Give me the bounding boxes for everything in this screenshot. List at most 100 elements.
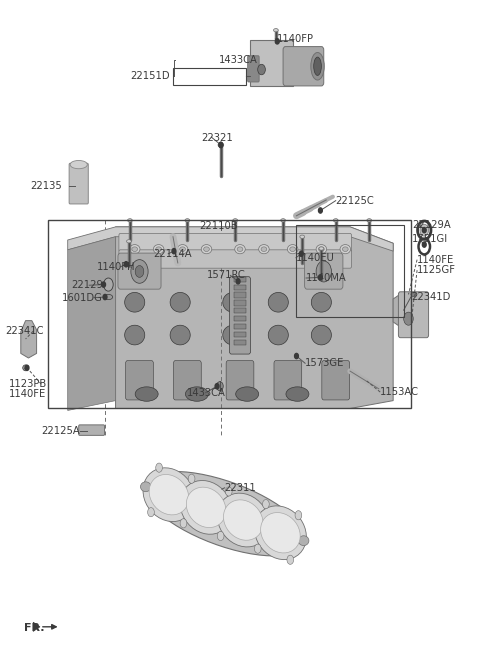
- Text: 1433CA: 1433CA: [187, 388, 226, 397]
- Text: 22129A: 22129A: [412, 220, 451, 230]
- Circle shape: [316, 261, 331, 282]
- FancyBboxPatch shape: [126, 361, 154, 400]
- Circle shape: [226, 487, 232, 496]
- Text: 1140FP: 1140FP: [277, 34, 314, 44]
- Circle shape: [217, 532, 224, 541]
- Ellipse shape: [312, 325, 331, 345]
- Ellipse shape: [127, 240, 132, 243]
- Circle shape: [148, 508, 155, 517]
- Circle shape: [219, 143, 223, 148]
- FancyBboxPatch shape: [226, 361, 254, 400]
- Text: 1601DG: 1601DG: [62, 292, 103, 303]
- Ellipse shape: [286, 387, 309, 401]
- Text: 22151D: 22151D: [130, 71, 169, 81]
- Text: 22135: 22135: [30, 181, 62, 191]
- Circle shape: [131, 260, 148, 283]
- Ellipse shape: [128, 219, 132, 222]
- Polygon shape: [254, 506, 306, 560]
- Circle shape: [276, 39, 279, 44]
- Ellipse shape: [342, 247, 348, 252]
- Bar: [234, 324, 246, 329]
- Ellipse shape: [125, 325, 145, 345]
- Ellipse shape: [281, 219, 286, 222]
- Polygon shape: [21, 321, 36, 358]
- Text: 22125A: 22125A: [41, 426, 80, 436]
- Ellipse shape: [290, 247, 296, 252]
- Circle shape: [422, 227, 426, 233]
- Circle shape: [219, 143, 223, 148]
- Circle shape: [319, 208, 323, 213]
- Circle shape: [254, 544, 261, 553]
- Bar: [234, 332, 246, 337]
- Ellipse shape: [268, 292, 288, 312]
- Ellipse shape: [333, 219, 338, 222]
- Text: 22114A: 22114A: [153, 249, 192, 259]
- FancyBboxPatch shape: [283, 47, 324, 86]
- Bar: [48, 220, 411, 409]
- Circle shape: [422, 242, 426, 247]
- Polygon shape: [393, 292, 422, 328]
- Polygon shape: [186, 487, 226, 528]
- Text: 22341C: 22341C: [5, 326, 44, 336]
- Text: 1125GF: 1125GF: [417, 265, 456, 275]
- Ellipse shape: [233, 219, 238, 222]
- Polygon shape: [33, 622, 40, 631]
- Text: 1140MA: 1140MA: [306, 273, 347, 283]
- Text: 22311: 22311: [225, 483, 256, 493]
- Polygon shape: [116, 227, 393, 409]
- Text: 1140EU: 1140EU: [296, 253, 335, 263]
- Polygon shape: [224, 500, 263, 540]
- FancyBboxPatch shape: [79, 425, 105, 436]
- Text: 1123PB: 1123PB: [9, 379, 48, 389]
- Ellipse shape: [156, 247, 161, 252]
- Ellipse shape: [314, 57, 322, 76]
- Bar: [296, 225, 404, 317]
- Circle shape: [236, 279, 240, 284]
- Ellipse shape: [204, 247, 209, 252]
- Text: 1571RC: 1571RC: [206, 271, 245, 281]
- Circle shape: [263, 499, 269, 509]
- Text: 1140FE: 1140FE: [417, 255, 455, 265]
- Ellipse shape: [218, 143, 224, 147]
- Polygon shape: [261, 512, 300, 553]
- Text: 22129: 22129: [72, 281, 103, 290]
- Text: 22110B: 22110B: [199, 221, 238, 231]
- Polygon shape: [217, 493, 269, 547]
- Ellipse shape: [340, 244, 350, 254]
- Circle shape: [156, 463, 162, 472]
- Ellipse shape: [299, 535, 309, 545]
- Circle shape: [295, 353, 299, 359]
- Ellipse shape: [185, 219, 190, 222]
- Text: 1433CA: 1433CA: [218, 55, 257, 64]
- Ellipse shape: [125, 292, 145, 312]
- Ellipse shape: [300, 235, 305, 238]
- Polygon shape: [180, 480, 232, 534]
- Circle shape: [124, 261, 128, 267]
- Text: 22341D: 22341D: [411, 292, 450, 302]
- Circle shape: [295, 510, 302, 520]
- Ellipse shape: [154, 244, 164, 254]
- Ellipse shape: [70, 160, 87, 169]
- Ellipse shape: [130, 244, 140, 254]
- FancyBboxPatch shape: [173, 361, 201, 400]
- Bar: [234, 300, 246, 306]
- FancyBboxPatch shape: [248, 56, 259, 82]
- Ellipse shape: [411, 292, 416, 296]
- Circle shape: [172, 248, 176, 254]
- Ellipse shape: [180, 247, 185, 252]
- Ellipse shape: [104, 294, 113, 300]
- Bar: [234, 340, 246, 345]
- Ellipse shape: [185, 387, 208, 401]
- Circle shape: [104, 278, 113, 291]
- Polygon shape: [68, 237, 116, 411]
- Ellipse shape: [288, 244, 298, 254]
- Circle shape: [404, 312, 413, 325]
- Bar: [234, 277, 246, 282]
- Text: 1573GE: 1573GE: [305, 358, 345, 368]
- Circle shape: [319, 275, 323, 280]
- Ellipse shape: [236, 387, 259, 401]
- Text: 1140FH: 1140FH: [96, 262, 135, 272]
- Ellipse shape: [319, 247, 324, 250]
- Text: 22125C: 22125C: [336, 196, 374, 206]
- Ellipse shape: [135, 387, 158, 401]
